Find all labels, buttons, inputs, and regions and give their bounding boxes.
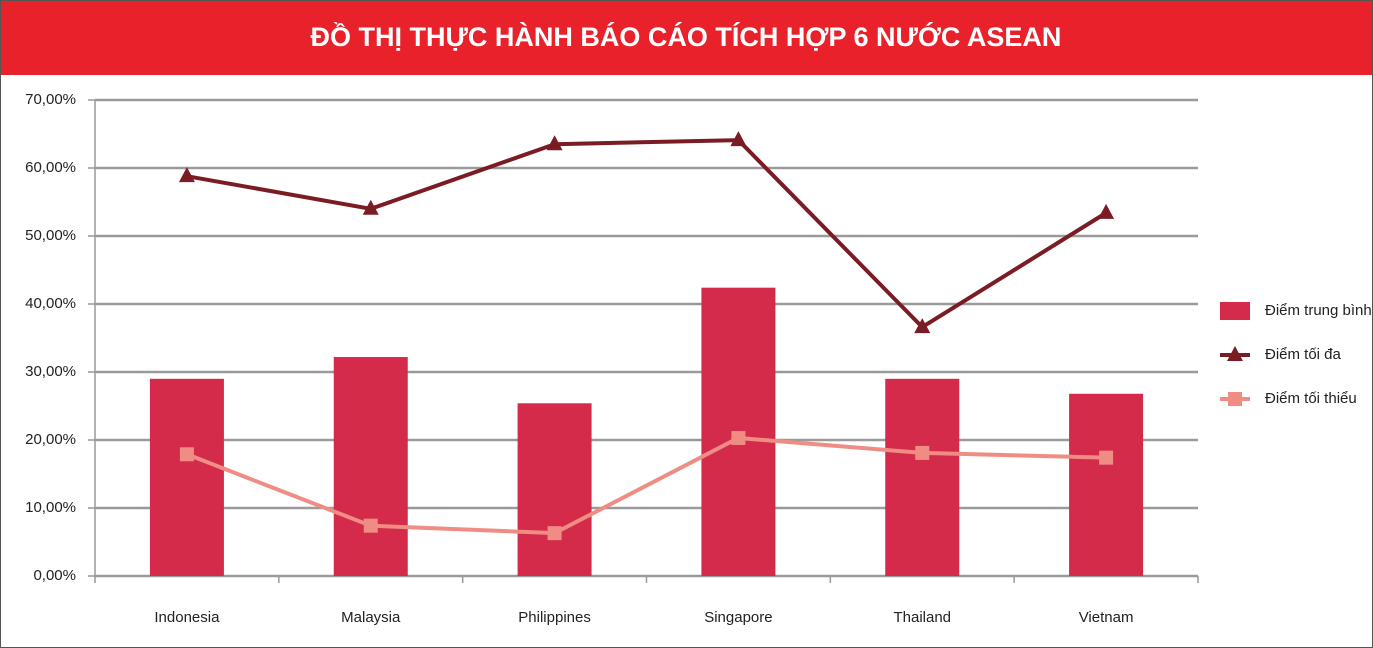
line <box>186 138 1108 330</box>
y-tick-label: 40,00% <box>25 295 76 312</box>
marker <box>731 430 746 445</box>
marker <box>915 445 930 460</box>
line <box>186 435 1107 536</box>
x-tick-label: Indonesia <box>154 609 220 626</box>
bar <box>885 378 960 576</box>
y-tick-label: 30,00% <box>25 363 76 380</box>
x-tick-label: Philippines <box>518 609 591 626</box>
y-tick-label: 50,00% <box>25 227 76 244</box>
marker <box>363 518 378 533</box>
marker <box>362 199 379 215</box>
legend-marker <box>1227 346 1243 361</box>
marker <box>1099 450 1114 465</box>
marker <box>546 135 563 151</box>
legend-marker <box>1228 392 1242 406</box>
marker <box>914 318 931 334</box>
bar <box>1069 393 1144 576</box>
y-tick-label: 10,00% <box>25 499 76 516</box>
y-tick-label: 70,00% <box>25 91 76 108</box>
bar <box>517 403 592 576</box>
bar <box>333 357 408 576</box>
y-tick-label: 20,00% <box>25 431 76 448</box>
chart-title: ĐỒ THỊ THỰC HÀNH BÁO CÁO TÍCH HỢP 6 NƯỚC… <box>311 21 1062 52</box>
legend-label: Điểm tối đa <box>1265 346 1342 363</box>
marker <box>730 131 747 147</box>
bar <box>149 378 224 576</box>
legend-label: Điểm trung bình <box>1265 302 1372 319</box>
marker <box>178 167 195 183</box>
legend-label: Điểm tối thiểu <box>1265 390 1357 407</box>
x-tick-label: Vietnam <box>1079 609 1134 626</box>
marker <box>179 447 194 462</box>
x-tick-label: Thailand <box>893 609 951 626</box>
marker <box>547 526 562 541</box>
x-tick-label: Malaysia <box>341 609 401 626</box>
legend-swatch <box>1220 302 1250 320</box>
y-tick-label: 60,00% <box>25 159 76 176</box>
y-tick-label: 0,00% <box>33 567 76 584</box>
marker <box>1098 203 1115 219</box>
x-tick-label: Singapore <box>704 609 772 626</box>
title-bar <box>0 0 1373 75</box>
